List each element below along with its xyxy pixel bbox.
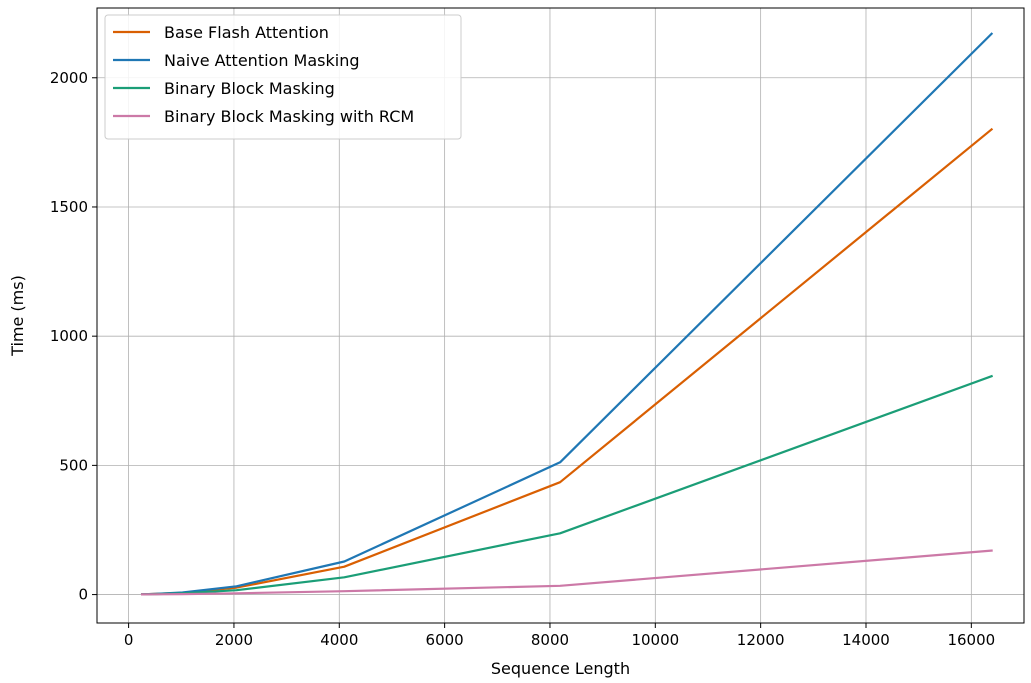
y-axis-label: Time (ms) xyxy=(8,275,27,357)
x-axis-label: Sequence Length xyxy=(491,659,630,678)
y-axis-ticks: 0 500 1000 1500 2000 xyxy=(50,69,97,604)
x-tick-label: 10000 xyxy=(631,631,679,649)
legend: Base Flash Attention Naive Attention Mask… xyxy=(104,14,462,140)
series-line-3 xyxy=(140,549,993,596)
x-tick-label: 6000 xyxy=(426,631,464,649)
series-line-0 xyxy=(140,127,994,596)
y-tick-label: 1500 xyxy=(50,198,88,216)
legend-entry: Base Flash Attention xyxy=(164,23,329,42)
x-tick-label: 2000 xyxy=(215,631,253,649)
grid-lines xyxy=(97,8,1024,623)
x-tick-label: 0 xyxy=(124,631,134,649)
series-lines xyxy=(140,32,994,596)
y-tick-label: 1000 xyxy=(50,327,88,345)
x-tick-label: 8000 xyxy=(531,631,569,649)
x-tick-label: 12000 xyxy=(737,631,785,649)
plot-frame xyxy=(96,7,1025,624)
legend-box xyxy=(104,14,462,140)
x-tick-label: 4000 xyxy=(320,631,358,649)
legend-entry: Binary Block Masking with RCM xyxy=(164,107,414,126)
y-tick-label: 2000 xyxy=(50,69,88,87)
x-tick-label: 14000 xyxy=(842,631,890,649)
y-tick-label: 0 xyxy=(78,586,88,604)
legend-entry: Binary Block Masking xyxy=(164,79,335,98)
legend-entry: Naive Attention Masking xyxy=(164,51,360,70)
y-tick-label: 500 xyxy=(59,456,88,474)
x-axis-ticks: 0 2000 4000 6000 8000 10000 12000 14000 16000 xyxy=(124,623,995,649)
x-tick-label: 16000 xyxy=(947,631,995,649)
